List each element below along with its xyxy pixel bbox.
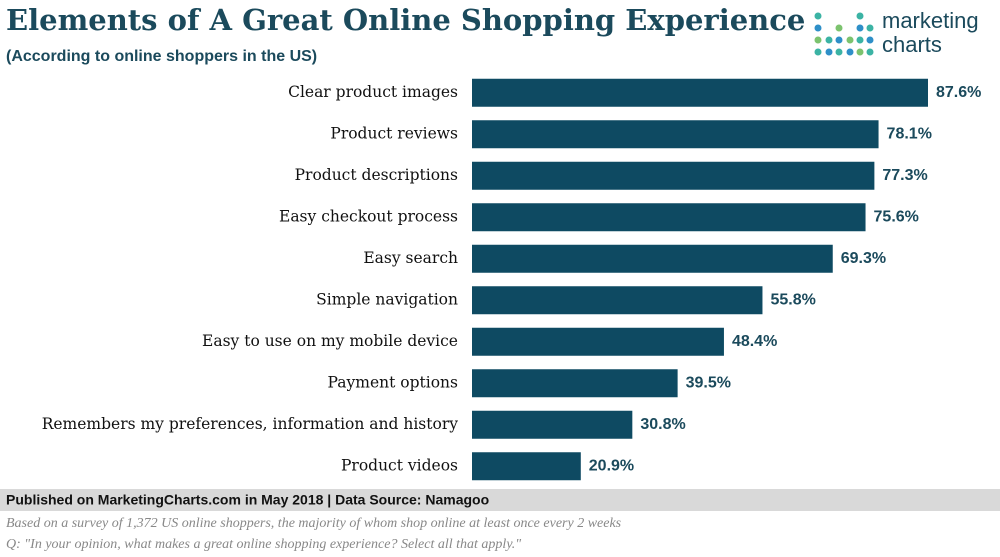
brand-name: charts [882,32,942,57]
source-band [0,489,1000,511]
value-label: 77.3% [882,167,927,184]
value-label: 87.6% [936,84,981,101]
category-label: Product descriptions [295,166,458,184]
note: Based on a survey of 1,372 US online sho… [6,516,622,531]
category-label: Remembers my preferences, information an… [42,415,459,433]
source: Published on MarketingCharts.com in May … [6,492,489,508]
chart-title: Elements of A Great Online Shopping Expe… [6,3,805,37]
value-label: 48.4% [732,333,777,350]
bar [472,327,724,356]
bar [472,161,875,190]
value-label: 30.8% [640,416,685,433]
bar [472,244,833,273]
bar [472,78,928,107]
category-label: Product videos [341,456,458,474]
category-label: Clear product images [288,83,458,101]
category-label: Product reviews [330,124,458,142]
brand-name: marketing [882,8,979,33]
bar [472,203,866,232]
chart-subtitle: (According to online shoppers in the US) [6,48,317,65]
value-label: 75.6% [874,208,919,225]
logo-dots [814,12,874,56]
category-label: Easy to use on my mobile device [202,332,458,350]
value-label: 20.9% [589,457,634,474]
bar [472,286,763,315]
bar [472,452,581,481]
bar [472,410,633,439]
value-label: 39.5% [686,374,731,391]
category-label: Easy checkout process [279,207,458,225]
value-label: 78.1% [887,125,932,142]
bar [472,369,678,398]
category-label: Payment options [328,373,458,391]
category-label: Easy search [363,249,458,267]
bar [472,120,879,149]
value-label: 69.3% [841,250,886,267]
note: Q: "In your opinion, what makes a great … [6,537,521,552]
category-label: Simple navigation [316,290,458,308]
value-label: 55.8% [770,291,815,308]
